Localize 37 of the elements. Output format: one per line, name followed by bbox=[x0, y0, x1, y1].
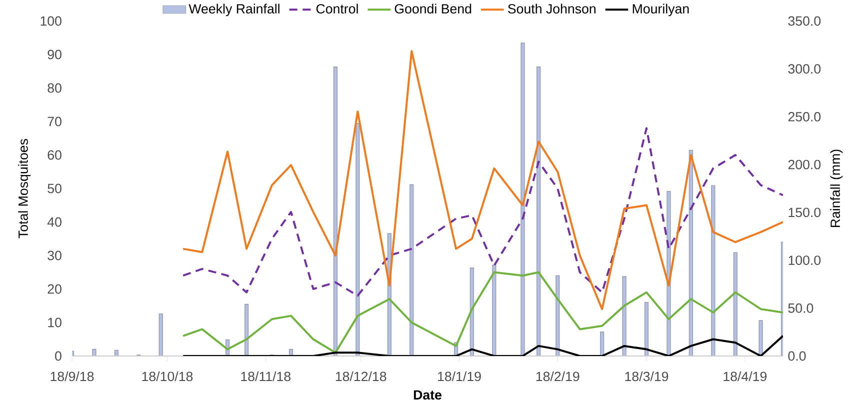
y2-tick-label: 50.0 bbox=[788, 303, 814, 313]
x-tick-label: 18/9/18 bbox=[50, 371, 94, 382]
y-tick-label: 80 bbox=[48, 83, 62, 93]
y2-tick-label: 350.0 bbox=[788, 16, 821, 26]
y-tick-label: 40 bbox=[47, 217, 62, 227]
x-axis-title: Date bbox=[414, 390, 442, 400]
y-axis-title: Total Mosquitoes bbox=[18, 138, 31, 238]
y-tick-label: 70 bbox=[48, 116, 62, 126]
y-tick-label: 0 bbox=[55, 351, 62, 361]
legend-label: South Johnson bbox=[508, 4, 596, 14]
line-series bbox=[182, 271, 783, 354]
x-tick-label: 18/12/18 bbox=[336, 371, 386, 382]
y2-tick-label: 100.0 bbox=[788, 256, 821, 265]
x-tick-label: 18/3/19 bbox=[625, 371, 668, 382]
line-series bbox=[182, 50, 783, 310]
y-tick-label: 30 bbox=[48, 250, 62, 260]
y-tick-label: 60 bbox=[48, 150, 62, 160]
x-tick-label: 18/1/19 bbox=[438, 371, 481, 382]
y-tick-label: 20 bbox=[48, 284, 62, 294]
y2-axis-title: Rainfall (mm) bbox=[830, 150, 843, 228]
legend-label: Control bbox=[316, 4, 358, 14]
y-tick-label: 50 bbox=[48, 184, 62, 194]
x-tick-label: 18/10/18 bbox=[142, 371, 193, 382]
x-tick-label: 18/2/19 bbox=[536, 371, 580, 382]
y2-tick-label: 250.0 bbox=[788, 112, 821, 122]
y2-tick-label: 0.0 bbox=[788, 351, 806, 361]
x-tick-label: 18/4/19 bbox=[724, 371, 767, 382]
legend-label: Mourilyan bbox=[632, 4, 689, 16]
y-tick-label: 10 bbox=[48, 318, 62, 328]
y2-tick-label: 150.0 bbox=[788, 208, 821, 218]
x-tick-label: 18/11/18 bbox=[241, 371, 290, 382]
y-tick-label: 100 bbox=[40, 16, 62, 26]
y2-tick-label: 300.0 bbox=[788, 64, 821, 74]
legend-label: Goondi Bend bbox=[394, 4, 472, 14]
y-tick-label: 90 bbox=[48, 50, 62, 60]
legend-label: Weekly Rainfall bbox=[188, 4, 280, 16]
y2-tick-label: 200.0 bbox=[788, 160, 821, 170]
